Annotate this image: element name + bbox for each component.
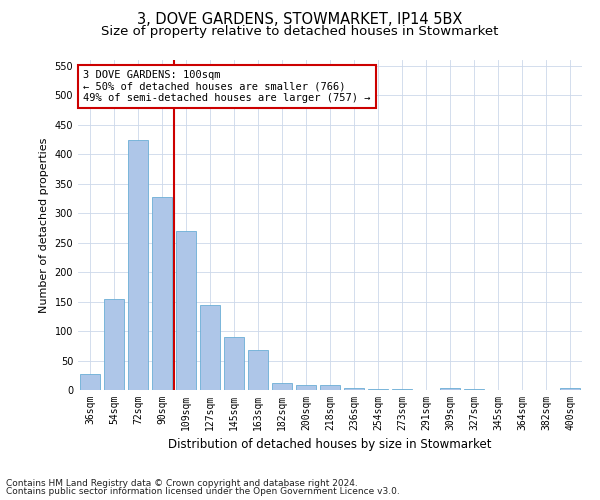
Text: Contains public sector information licensed under the Open Government Licence v3: Contains public sector information licen… [6,487,400,496]
Text: Contains HM Land Registry data © Crown copyright and database right 2024.: Contains HM Land Registry data © Crown c… [6,478,358,488]
Bar [272,383,292,390]
Text: 3, DOVE GARDENS, STOWMARKET, IP14 5BX: 3, DOVE GARDENS, STOWMARKET, IP14 5BX [137,12,463,28]
Bar [152,198,172,390]
Text: 3 DOVE GARDENS: 100sqm
← 50% of detached houses are smaller (766)
49% of semi-de: 3 DOVE GARDENS: 100sqm ← 50% of detached… [83,70,371,103]
Bar [80,374,100,390]
Bar [440,388,460,390]
Bar [224,337,244,390]
Bar [344,388,364,390]
Bar [296,384,316,390]
Y-axis label: Number of detached properties: Number of detached properties [39,138,49,312]
Bar [320,384,340,390]
X-axis label: Distribution of detached houses by size in Stowmarket: Distribution of detached houses by size … [168,438,492,452]
Bar [104,298,124,390]
Bar [560,388,580,390]
Bar [176,231,196,390]
Bar [128,140,148,390]
Text: Size of property relative to detached houses in Stowmarket: Size of property relative to detached ho… [101,25,499,38]
Bar [248,350,268,390]
Bar [200,304,220,390]
